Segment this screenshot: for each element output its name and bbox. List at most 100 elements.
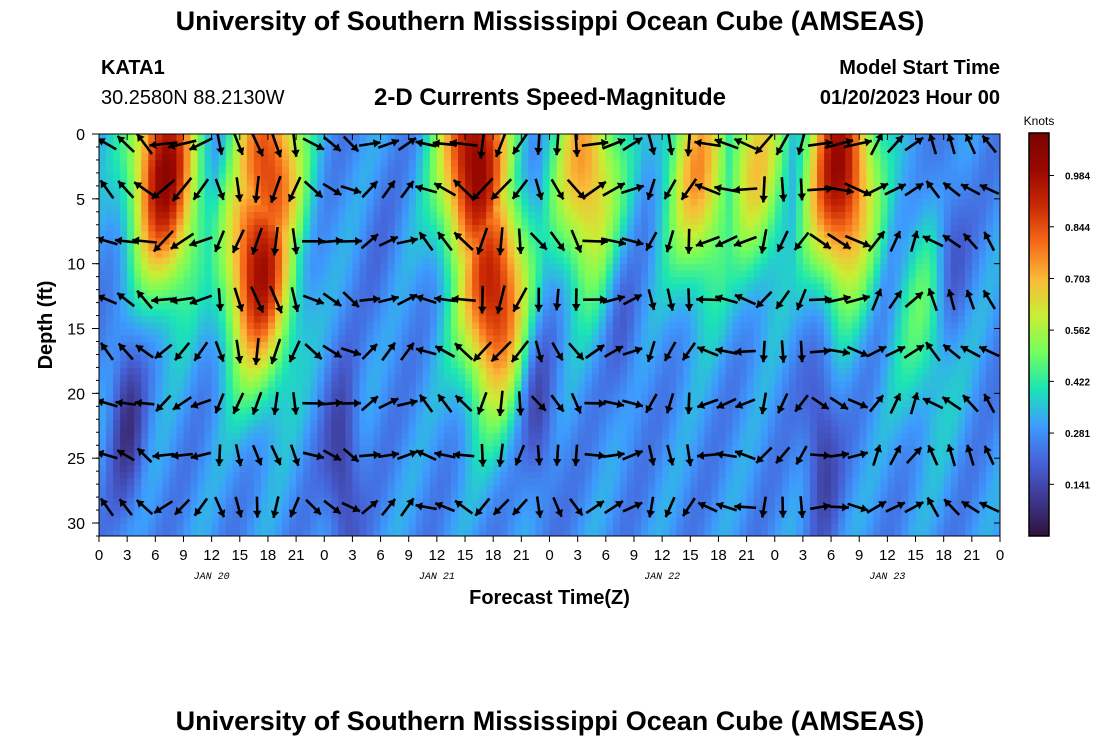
heat-cell	[260, 355, 269, 363]
heat-cell	[415, 173, 424, 181]
heat-cell	[317, 478, 325, 486]
heat-cell	[169, 179, 178, 187]
heat-cell	[394, 192, 403, 200]
heat-cell	[169, 147, 178, 155]
heat-cell	[394, 517, 403, 525]
heat-cell	[183, 303, 192, 311]
heat-cell	[296, 160, 304, 168]
heat-cell	[211, 160, 220, 168]
heat-cell	[218, 530, 227, 536]
heat-cell	[542, 199, 551, 207]
heat-cell	[443, 387, 452, 395]
heat-cell	[134, 251, 142, 259]
heat-cell	[183, 400, 192, 408]
heat-cell	[627, 303, 635, 311]
heat-cell	[338, 368, 346, 376]
heat-cell	[190, 524, 199, 532]
heat-cell	[148, 218, 156, 226]
heat-cell	[493, 394, 501, 402]
heat-cell	[655, 374, 663, 382]
heat-cell	[500, 225, 508, 233]
heat-cell	[443, 329, 452, 337]
heat-cell	[542, 374, 551, 382]
heat-cell	[563, 511, 572, 519]
heat-cell	[211, 335, 220, 343]
heat-cell	[570, 439, 579, 447]
heat-cell	[634, 433, 642, 441]
heat-cell	[563, 472, 572, 480]
heat-cell	[260, 387, 269, 395]
heat-cell	[120, 511, 128, 519]
heat-cell	[183, 459, 192, 467]
heat-cell	[542, 426, 551, 434]
heat-cell	[303, 186, 311, 194]
heat-cell	[458, 186, 466, 194]
heat-cell	[106, 212, 114, 220]
heat-cell	[514, 264, 522, 272]
heat-cell	[605, 251, 614, 259]
heat-cell	[267, 218, 276, 226]
heat-cell	[204, 166, 213, 174]
heat-cell	[443, 309, 452, 317]
heat-cell	[542, 348, 551, 356]
heat-cell	[99, 368, 107, 376]
heat-cell	[408, 192, 417, 200]
heat-cell	[106, 264, 114, 272]
heat-cell	[338, 173, 346, 181]
heat-cell	[443, 134, 452, 142]
heat-cell	[99, 322, 107, 330]
heat-cell	[408, 446, 417, 454]
heat-cell	[436, 329, 445, 337]
heat-cell	[451, 134, 459, 142]
heat-cell	[619, 225, 628, 233]
heat-cell	[443, 192, 452, 200]
heat-cell	[493, 472, 501, 480]
heat-cell	[641, 348, 649, 356]
heat-cell	[162, 283, 170, 291]
heat-cell	[204, 387, 213, 395]
heat-cell	[387, 225, 396, 233]
heat-cell	[521, 283, 530, 291]
heat-cell	[317, 283, 325, 291]
heat-cell	[619, 413, 628, 421]
heat-cell	[493, 166, 501, 174]
heat-cell	[422, 283, 431, 291]
heat-cell	[232, 472, 241, 480]
heat-cell	[500, 478, 508, 486]
heat-cell	[429, 381, 438, 389]
heat-cell	[113, 459, 121, 467]
heat-cell	[415, 179, 424, 187]
heat-cell	[443, 394, 452, 402]
heat-cell	[211, 433, 220, 441]
heat-cell	[542, 329, 551, 337]
heat-cell	[211, 478, 220, 486]
heat-cell	[253, 270, 262, 278]
heat-cell	[422, 303, 431, 311]
heat-cell	[338, 420, 346, 428]
heat-cell	[436, 368, 445, 376]
heat-cell	[591, 387, 600, 395]
heat-cell	[655, 348, 663, 356]
heat-cell	[366, 153, 375, 161]
heat-cell	[528, 316, 537, 324]
heat-cell	[359, 322, 368, 330]
heat-cell	[275, 309, 283, 317]
heat-cell	[443, 478, 452, 486]
heat-cell	[472, 485, 480, 493]
heat-cell	[366, 374, 375, 382]
heat-cell	[176, 355, 185, 363]
heat-cell	[282, 387, 290, 395]
heat-cell	[493, 498, 501, 506]
heat-cell	[225, 400, 234, 408]
heat-cell	[472, 225, 480, 233]
heat-cell	[345, 530, 354, 536]
heat-cell	[232, 186, 241, 194]
heat-cell	[289, 400, 297, 408]
heat-cell	[429, 153, 438, 161]
heat-cell	[141, 283, 149, 291]
heat-cell	[289, 296, 297, 304]
heat-cell	[148, 374, 156, 382]
heat-cell	[134, 303, 142, 311]
heat-cell	[338, 374, 346, 382]
heat-cell	[324, 212, 332, 220]
